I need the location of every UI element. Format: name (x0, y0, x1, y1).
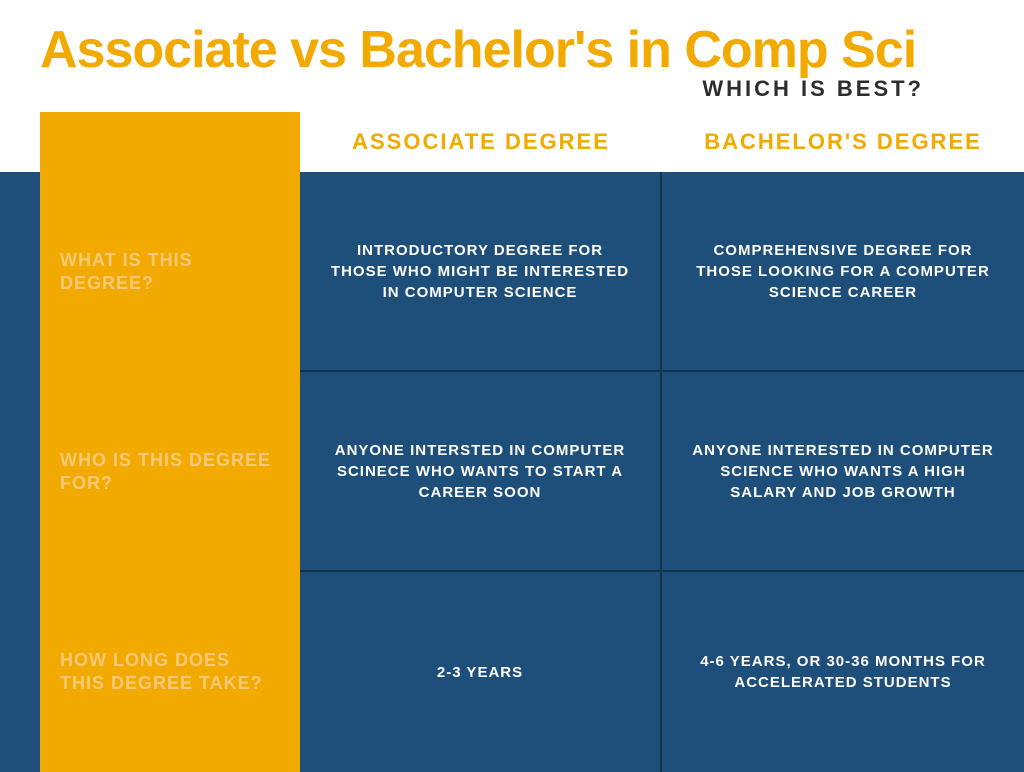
row-label-2: HOW LONG DOES THIS DEGREE TAKE? (0, 572, 300, 772)
row-label-0: WHAT IS THIS DEGREE? (0, 172, 300, 372)
column-header-associate: ASSOCIATE DEGREE (300, 112, 662, 172)
cell-r2-c1: 2-3 YEARS (300, 572, 662, 772)
row-label-column: WHAT IS THIS DEGREE? WHO IS THIS DEGREE … (0, 112, 300, 772)
page-title: Associate vs Bachelor's in Comp Sci (40, 20, 984, 80)
comparison-table: WHAT IS THIS DEGREE? WHO IS THIS DEGREE … (0, 112, 1024, 772)
cell-r1-c2: ANYONE INTERESTED IN COMPUTER SCIENCE WH… (662, 372, 1024, 572)
row-label-1: WHO IS THIS DEGREE FOR? (0, 372, 300, 572)
cell-r0-c1: INTRODUCTORY DEGREE FOR THOSE WHO MIGHT … (300, 172, 662, 372)
column-header-bachelors: BACHELOR'S DEGREE (662, 112, 1024, 172)
row-label-header-blank (0, 112, 300, 172)
header: Associate vs Bachelor's in Comp Sci WHIC… (0, 0, 1024, 112)
orange-accent (40, 112, 300, 172)
cell-r0-c2: COMPREHENSIVE DEGREE FOR THOSE LOOKING F… (662, 172, 1024, 372)
cell-r2-c2: 4-6 YEARS, OR 30-36 MONTHS FOR ACCELERAT… (662, 572, 1024, 772)
cell-r1-c1: ANYONE INTERSTED IN COMPUTER SCINECE WHO… (300, 372, 662, 572)
